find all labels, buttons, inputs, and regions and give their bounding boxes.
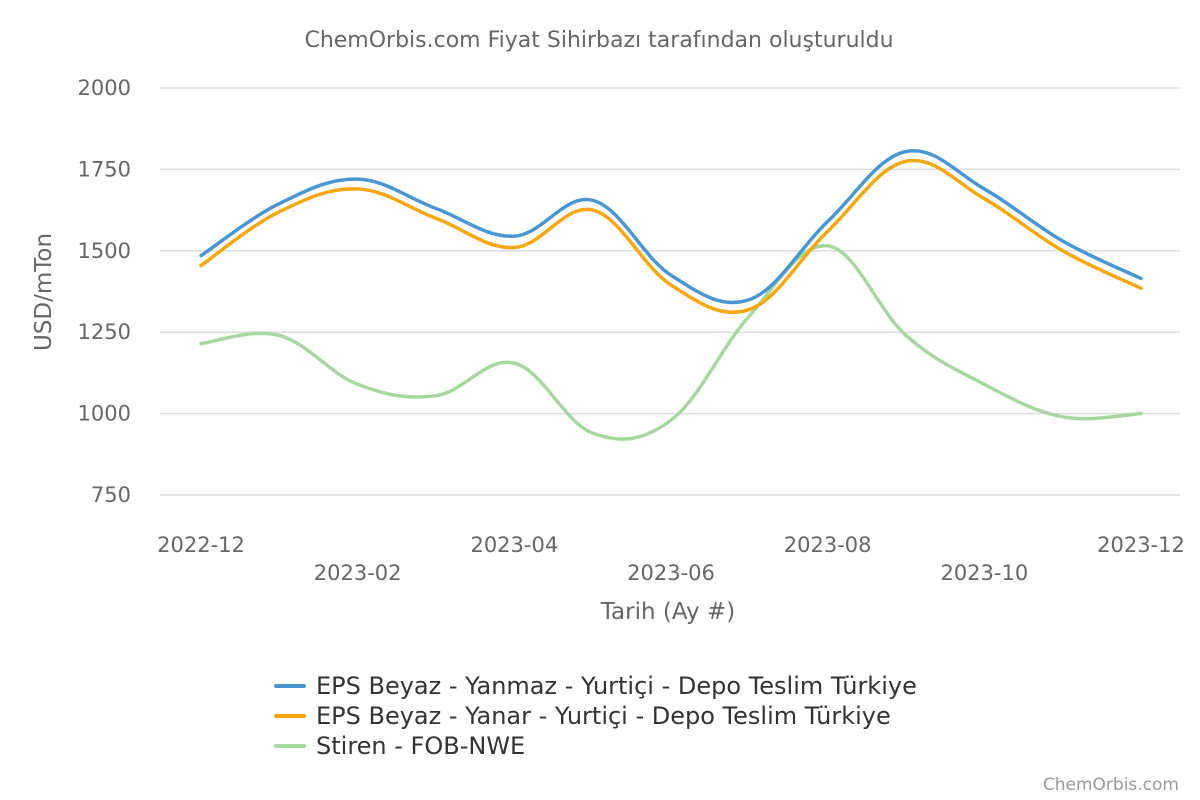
y-axis-ticks: 750 1000 1250 1500 1750 2000 (78, 76, 131, 507)
x-tick-label: 2022-12 (157, 533, 245, 557)
legend-label: EPS Beyaz - Yanar - Yurtiçi - Depo Tesli… (316, 702, 891, 730)
x-tick-label: 2023-06 (627, 561, 715, 585)
y-tick-label: 1000 (78, 402, 131, 426)
x-tick-label: 2023-04 (470, 533, 558, 557)
y-tick-label: 2000 (78, 76, 131, 100)
x-tick-label: 2023-08 (784, 533, 872, 557)
series-lines (199, 148, 1143, 441)
y-tick-label: 1750 (78, 157, 131, 181)
x-axis-ticks: 2022-12 2023-02 2023-04 2023-06 2023-08 2023-… (157, 533, 1185, 585)
chart-title: ChemOrbis.com Fiyat Sihirbazı tarafından… (304, 28, 893, 53)
grid-lines (160, 87, 1180, 496)
series-line-2 (199, 158, 1143, 315)
x-axis-title: Tarih (Ay #) (600, 599, 735, 625)
y-axis-title: USD/mTon (31, 233, 57, 351)
x-tick-label: 2023-12 (1097, 533, 1185, 557)
legend-label: Stiren - FOB-NWE (316, 732, 525, 760)
x-tick-label: 2023-02 (314, 561, 402, 585)
y-tick-label: 1250 (78, 320, 131, 344)
x-tick-label: 2023-10 (940, 561, 1028, 585)
series-line-3 (199, 244, 1143, 441)
series-line-1 (199, 148, 1143, 305)
y-tick-label: 750 (91, 483, 131, 507)
legend: EPS Beyaz - Yanmaz - Yurtiçi - Depo Tesl… (274, 672, 917, 760)
legend-label: EPS Beyaz - Yanmaz - Yurtiçi - Depo Tesl… (316, 672, 917, 700)
chart-credit: ChemOrbis.com (1043, 775, 1179, 795)
y-tick-label: 1500 (78, 239, 131, 263)
